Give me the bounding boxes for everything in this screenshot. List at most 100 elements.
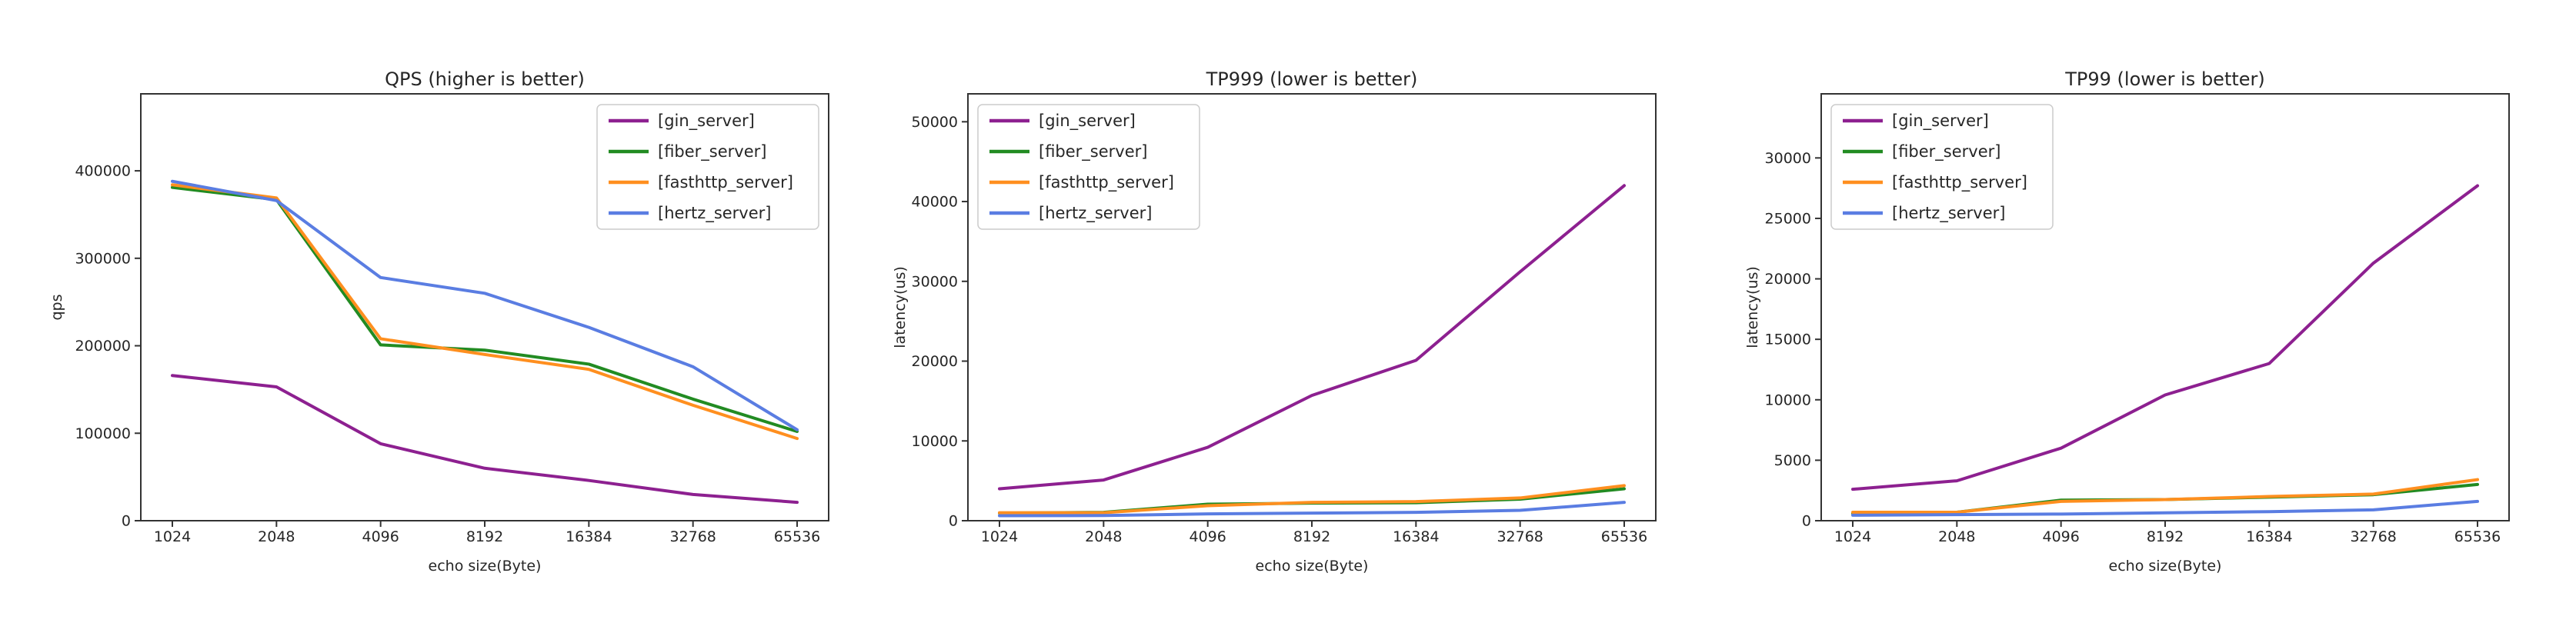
y-tick-label: 300000 (75, 250, 131, 267)
y-tick-label: 15000 (1765, 331, 1811, 348)
legend-item: [fiber_server] (1843, 142, 2000, 162)
plot-line-fasthttp_server (998, 484, 1626, 515)
legend-label: [fiber_server] (1039, 142, 1147, 162)
legend-item: [hertz_server] (1843, 204, 2005, 223)
x-tick-label: 1024 (154, 528, 191, 545)
x-tick-label: 65536 (774, 528, 820, 545)
x-axis-label: echo size(Byte) (1256, 558, 1369, 575)
y-tick-label: 0 (949, 513, 958, 530)
x-tick-label: 2048 (1085, 528, 1122, 545)
plot-line-gin_server (1851, 184, 2479, 491)
y-tick-label: 40000 (912, 194, 958, 211)
x-tick-label: 4096 (1189, 528, 1226, 545)
x-tick-label: 1024 (1834, 528, 1871, 545)
tp999-chart: TP999 (lower is better) 0 10000 20000 30000 4… (892, 68, 1657, 575)
y-tick-label: 20000 (912, 353, 958, 370)
legend-label: [fasthttp_server] (658, 173, 793, 192)
x-tick-label: 1024 (981, 528, 1018, 545)
x-tick-label: 8192 (2147, 528, 2184, 545)
legend-item: [fasthttp_server] (1843, 173, 2027, 192)
legend-box (596, 104, 819, 230)
y-tick-label: 200000 (75, 338, 131, 355)
plot-line-gin_server (998, 184, 1626, 491)
x-tick-label: 16384 (566, 528, 612, 545)
legend-label: [gin_server] (1892, 112, 1989, 131)
legend-label: [fiber_server] (658, 142, 766, 162)
x-tick-label: 4096 (2042, 528, 2079, 545)
y-tick-label: 20000 (1765, 271, 1811, 288)
y-tick-label: 0 (122, 513, 131, 530)
legend-box (1830, 104, 2054, 230)
plot-line-fasthttp_server (1851, 478, 2479, 514)
y-axis-label: latency(us) (1744, 266, 1761, 348)
x-tick-label: 16384 (2246, 528, 2292, 545)
legend-label: [hertz_server] (1892, 204, 2005, 223)
x-axis: 1024 2048 4096 8192 16384 32768 65536 (981, 521, 1647, 545)
y-tick-label: 400000 (75, 163, 131, 180)
plot-line-hertz_server (171, 179, 799, 431)
legend-item: [fiber_server] (989, 142, 1147, 162)
plot-lines (1851, 184, 2479, 517)
y-axis: 0 100000 200000 300000 400000 (75, 163, 141, 530)
chart-title: TP99 (lower is better) (2064, 68, 2265, 90)
plot-lines (998, 184, 1626, 518)
legend-label: [fasthttp_server] (1039, 173, 1174, 192)
y-tick-label: 10000 (912, 433, 958, 450)
legend-item: [hertz_server] (609, 204, 771, 223)
x-axis: 1024 2048 4096 8192 16384 32768 65536 (154, 521, 820, 545)
legend-label: [fiber_server] (1892, 142, 2000, 162)
legend: [gin_server] [fiber_server] [fasthttp_serv… (977, 104, 1200, 230)
x-tick-label: 32768 (2350, 528, 2396, 545)
legend-item: [gin_server] (609, 112, 755, 131)
x-tick-label: 65536 (2454, 528, 2501, 545)
y-axis: 0 5000 10000 15000 20000 25000 30000 (1765, 150, 1821, 530)
legend-label: [hertz_server] (658, 204, 771, 223)
legend-item: [hertz_server] (989, 204, 1152, 223)
x-tick-label: 16384 (1393, 528, 1439, 545)
y-tick-label: 5000 (1774, 452, 1811, 469)
legend-item: [gin_server] (1843, 112, 1989, 131)
y-tick-label: 0 (1802, 513, 1811, 530)
legend-box (977, 104, 1200, 230)
y-tick-label: 100000 (75, 425, 131, 442)
y-axis-label: qps (48, 294, 65, 320)
x-axis-label: echo size(Byte) (2109, 558, 2222, 575)
legend-item: [fasthttp_server] (989, 173, 1174, 192)
x-tick-label: 2048 (1938, 528, 1975, 545)
plot-line-gin_server (171, 374, 799, 505)
plot-lines (171, 179, 799, 505)
legend-item: [gin_server] (989, 112, 1136, 131)
tp99-chart: TP99 (lower is better) 0 5000 10000 15000 200… (1744, 68, 2510, 575)
y-axis-label: latency(us) (892, 266, 909, 348)
legend-label: [hertz_server] (1039, 204, 1152, 223)
x-tick-label: 65536 (1601, 528, 1647, 545)
plot-line-hertz_server (1851, 499, 2479, 517)
chart-panel-tp999: TP999 (lower is better) 0 10000 20000 30000 4… (859, 0, 1717, 623)
chart-panel-qps: QPS (higher is better) 0 100000 200000 30000… (0, 0, 859, 623)
chart-title: TP999 (lower is better) (1206, 68, 1418, 90)
legend: [gin_server] [fiber_server] [fasthttp_serv… (1830, 104, 2054, 230)
legend-item: [fiber_server] (609, 142, 766, 162)
y-tick-label: 50000 (912, 114, 958, 131)
y-tick-label: 25000 (1765, 210, 1811, 227)
plot-line-fasthttp_server (171, 183, 799, 441)
legend-item: [fasthttp_server] (609, 173, 793, 192)
x-tick-label: 8192 (1293, 528, 1330, 545)
x-axis-label: echo size(Byte) (429, 558, 542, 575)
x-tick-label: 4096 (362, 528, 399, 545)
x-tick-label: 8192 (466, 528, 503, 545)
x-tick-label: 32768 (1497, 528, 1543, 545)
x-tick-label: 32768 (669, 528, 716, 545)
y-tick-label: 30000 (912, 273, 958, 290)
chart-title: QPS (higher is better) (385, 68, 585, 90)
legend-label: [gin_server] (658, 112, 755, 131)
chart-panel-tp99: TP99 (lower is better) 0 5000 10000 15000 200… (1717, 0, 2576, 623)
x-axis: 1024 2048 4096 8192 16384 32768 65536 (1834, 521, 2501, 545)
legend-label: [fasthttp_server] (1892, 173, 2027, 192)
y-tick-label: 10000 (1765, 391, 1811, 408)
y-tick-label: 30000 (1765, 150, 1811, 167)
qps-chart: QPS (higher is better) 0 100000 200000 30000… (48, 68, 829, 575)
x-tick-label: 2048 (258, 528, 295, 545)
legend: [gin_server] [fiber_server] [fasthttp_serv… (596, 104, 819, 230)
